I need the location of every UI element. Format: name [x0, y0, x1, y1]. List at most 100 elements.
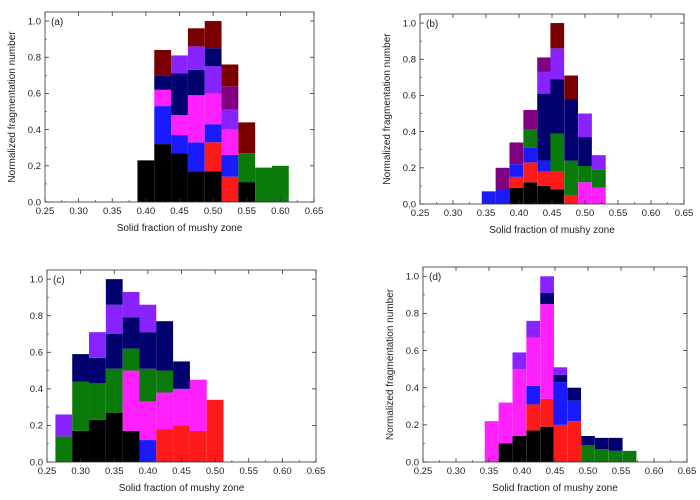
- panel-1: 0.25 0.30 0.35 0.40 0.45 0.50 0.55 0.60 0.65 0.0 0…: [7, 11, 324, 234]
- bar-segment-red: [564, 194, 579, 204]
- bar-segment-navy: [105, 279, 123, 305]
- bar-segment-green: [550, 133, 565, 172]
- x-tick-label: 0.25: [411, 208, 430, 219]
- bar-segment-black: [509, 187, 524, 204]
- bar-segment-magenta: [498, 402, 513, 444]
- bar-segment-black: [498, 443, 513, 462]
- y-tick-label: 0.8: [403, 55, 416, 66]
- bar-segment-black: [89, 419, 106, 462]
- x-tick-label: 0.55: [612, 466, 631, 477]
- bar-segment-black: [122, 430, 140, 462]
- bar-segment-magenta: [154, 89, 172, 107]
- bar-segment-green: [105, 368, 123, 413]
- bar-segment-green: [592, 169, 606, 188]
- bar-segment-red: [189, 430, 207, 462]
- bar-segment-red: [204, 142, 222, 172]
- bar-segment-magenta: [484, 421, 499, 462]
- bar-segment-green: [89, 383, 106, 420]
- x-tick-label: 0.25: [414, 466, 433, 477]
- y-tick-label: 1.0: [28, 16, 41, 27]
- x-tick-label: 0.65: [305, 206, 324, 217]
- x-tick-label: 0.50: [206, 466, 225, 477]
- x-tick-label: 0.65: [675, 208, 694, 219]
- y-tick-label: 0.6: [30, 348, 43, 359]
- panel-2: 0.25 0.30 0.35 0.40 0.45 0.50 0.55 0.60 0.65 0.0 0…: [382, 13, 694, 236]
- x-axis-label: Solid fraction of mushy zone: [492, 483, 618, 494]
- bar-segment-navy: [105, 334, 123, 369]
- bar-segment-magenta: [526, 337, 541, 386]
- x-tick-label: 0.60: [273, 466, 292, 477]
- bar-segment-violet: [592, 155, 606, 170]
- bar-segment-green: [72, 381, 90, 431]
- bar-segment-navy: [581, 436, 595, 446]
- bar-segment-magenta: [187, 95, 205, 143]
- panel-4: 0.25 0.30 0.35 0.40 0.45 0.50 0.55 0.60 0.65 0.0 0…: [385, 266, 696, 494]
- x-tick-label: 0.35: [105, 466, 124, 477]
- y-tick-label: 0.4: [403, 127, 416, 138]
- y-tick-label: 0.0: [406, 457, 419, 468]
- bar-segment-navy: [564, 99, 579, 161]
- bar-segment-magenta: [592, 187, 606, 204]
- panel-label: (b): [426, 19, 438, 30]
- x-tick-label: 0.55: [240, 466, 259, 477]
- x-tick-label: 0.40: [510, 208, 529, 219]
- bar-segment-green: [595, 449, 609, 462]
- y-tick-label: 0.4: [28, 125, 41, 136]
- bar-segment-navy: [139, 332, 157, 369]
- bar-segment-black: [550, 189, 565, 204]
- bar-segment-black: [537, 185, 551, 204]
- bar-segment-navy: [171, 73, 188, 116]
- bar-segment-red: [550, 171, 565, 190]
- bar-segment-navy: [567, 387, 582, 401]
- panel-3: 0.25 0.30 0.35 0.40 0.45 0.50 0.55 0.60 0.65 0.0 0…: [30, 269, 325, 494]
- x-tick-label: 0.35: [480, 466, 499, 477]
- bar-segment-blue: [495, 189, 510, 204]
- x-tick-label: 0.60: [271, 206, 290, 217]
- bar-segment-maroon: [221, 64, 239, 87]
- y-tick-label: 0.4: [30, 384, 43, 395]
- x-tick-label: 0.45: [172, 466, 191, 477]
- y-tick-label: 0.0: [28, 197, 41, 208]
- bar-segment-black: [526, 430, 541, 462]
- bar-segment-violet: [537, 71, 551, 94]
- y-tick-label: 0.2: [28, 161, 41, 172]
- panel-label: (d): [429, 272, 441, 283]
- x-axis-label: Solid fraction of mushy zone: [117, 223, 243, 234]
- bar-segment-navy: [72, 354, 90, 382]
- bar-segment-green: [581, 445, 595, 462]
- x-tick-label: 0.35: [477, 208, 496, 219]
- bar-segment-navy: [553, 374, 568, 383]
- bar-segment-violet: [171, 55, 188, 74]
- bar-segment-green: [156, 370, 174, 393]
- bar-segment-red: [526, 404, 541, 431]
- bar-segment-violet: [89, 332, 106, 358]
- bar-segment-blue: [526, 385, 541, 405]
- y-tick-label: 0.2: [403, 163, 416, 174]
- bar-segment-green: [608, 450, 623, 462]
- bar-segment-blue: [553, 382, 568, 425]
- bar-segment-maroon: [550, 23, 565, 49]
- bar-segment-red: [553, 424, 568, 462]
- y-tick-label: 1.0: [403, 18, 416, 29]
- bar-segment-navy: [156, 321, 174, 371]
- x-tick-label: 0.40: [139, 466, 158, 477]
- bar-segment-navy: [187, 69, 205, 96]
- x-tick-label: 0.60: [645, 466, 664, 477]
- bar-segment-navy: [173, 361, 190, 389]
- bar-segment-black: [137, 160, 155, 202]
- x-tick-label: 0.50: [579, 466, 598, 477]
- bar-segment-navy: [204, 48, 222, 67]
- bar-segment-magenta: [173, 388, 190, 426]
- bar-segment-purple: [495, 167, 510, 190]
- bar-segment-red: [523, 162, 538, 183]
- y-axis-label: Normalized fragmentation number: [385, 288, 396, 440]
- x-tick-label: 0.55: [609, 208, 628, 219]
- bar-segment-blue: [523, 147, 538, 163]
- bar-segment-red: [221, 176, 239, 202]
- y-tick-label: 1.0: [406, 272, 419, 283]
- bar-segment-magenta: [139, 401, 157, 441]
- bar-segment-blue: [154, 106, 172, 145]
- y-tick-label: 0.6: [403, 91, 416, 102]
- bar-segment-blue: [171, 135, 188, 154]
- bar-segment-green: [622, 450, 637, 462]
